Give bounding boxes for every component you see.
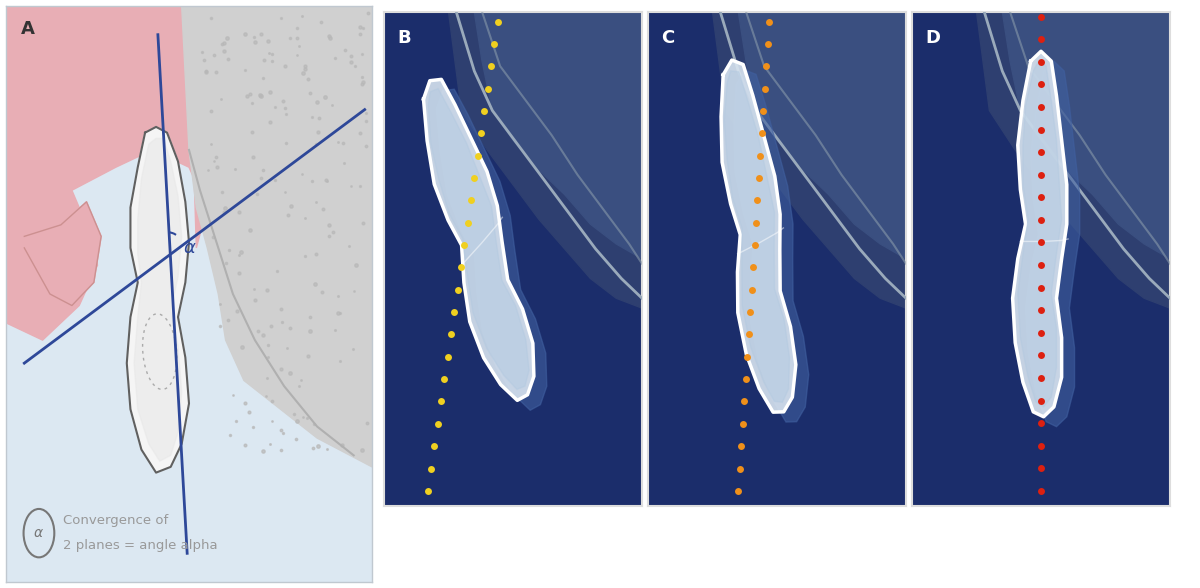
Polygon shape [6, 6, 208, 340]
Polygon shape [428, 89, 529, 389]
Polygon shape [134, 138, 181, 461]
Text: Convergence of: Convergence of [62, 514, 168, 527]
Polygon shape [127, 127, 190, 473]
Polygon shape [181, 6, 372, 467]
Polygon shape [1018, 61, 1062, 407]
Text: A: A [20, 21, 35, 38]
Text: $\alpha$: $\alpha$ [182, 239, 197, 256]
Polygon shape [1013, 51, 1067, 417]
Text: $\alpha$: $\alpha$ [34, 526, 44, 540]
Text: B: B [397, 29, 410, 47]
Text: 2 planes = angle alpha: 2 planes = angle alpha [62, 539, 217, 552]
Polygon shape [1026, 61, 1080, 427]
Polygon shape [734, 70, 809, 422]
Polygon shape [713, 12, 906, 308]
Polygon shape [24, 202, 101, 306]
Text: C: C [661, 29, 674, 47]
Polygon shape [474, 12, 642, 259]
Polygon shape [725, 71, 790, 402]
Polygon shape [424, 79, 534, 400]
Polygon shape [437, 89, 547, 410]
Polygon shape [738, 12, 906, 259]
Text: D: D [925, 29, 940, 47]
Polygon shape [977, 12, 1170, 308]
Polygon shape [721, 60, 796, 412]
Polygon shape [1002, 12, 1170, 259]
Polygon shape [449, 12, 642, 308]
